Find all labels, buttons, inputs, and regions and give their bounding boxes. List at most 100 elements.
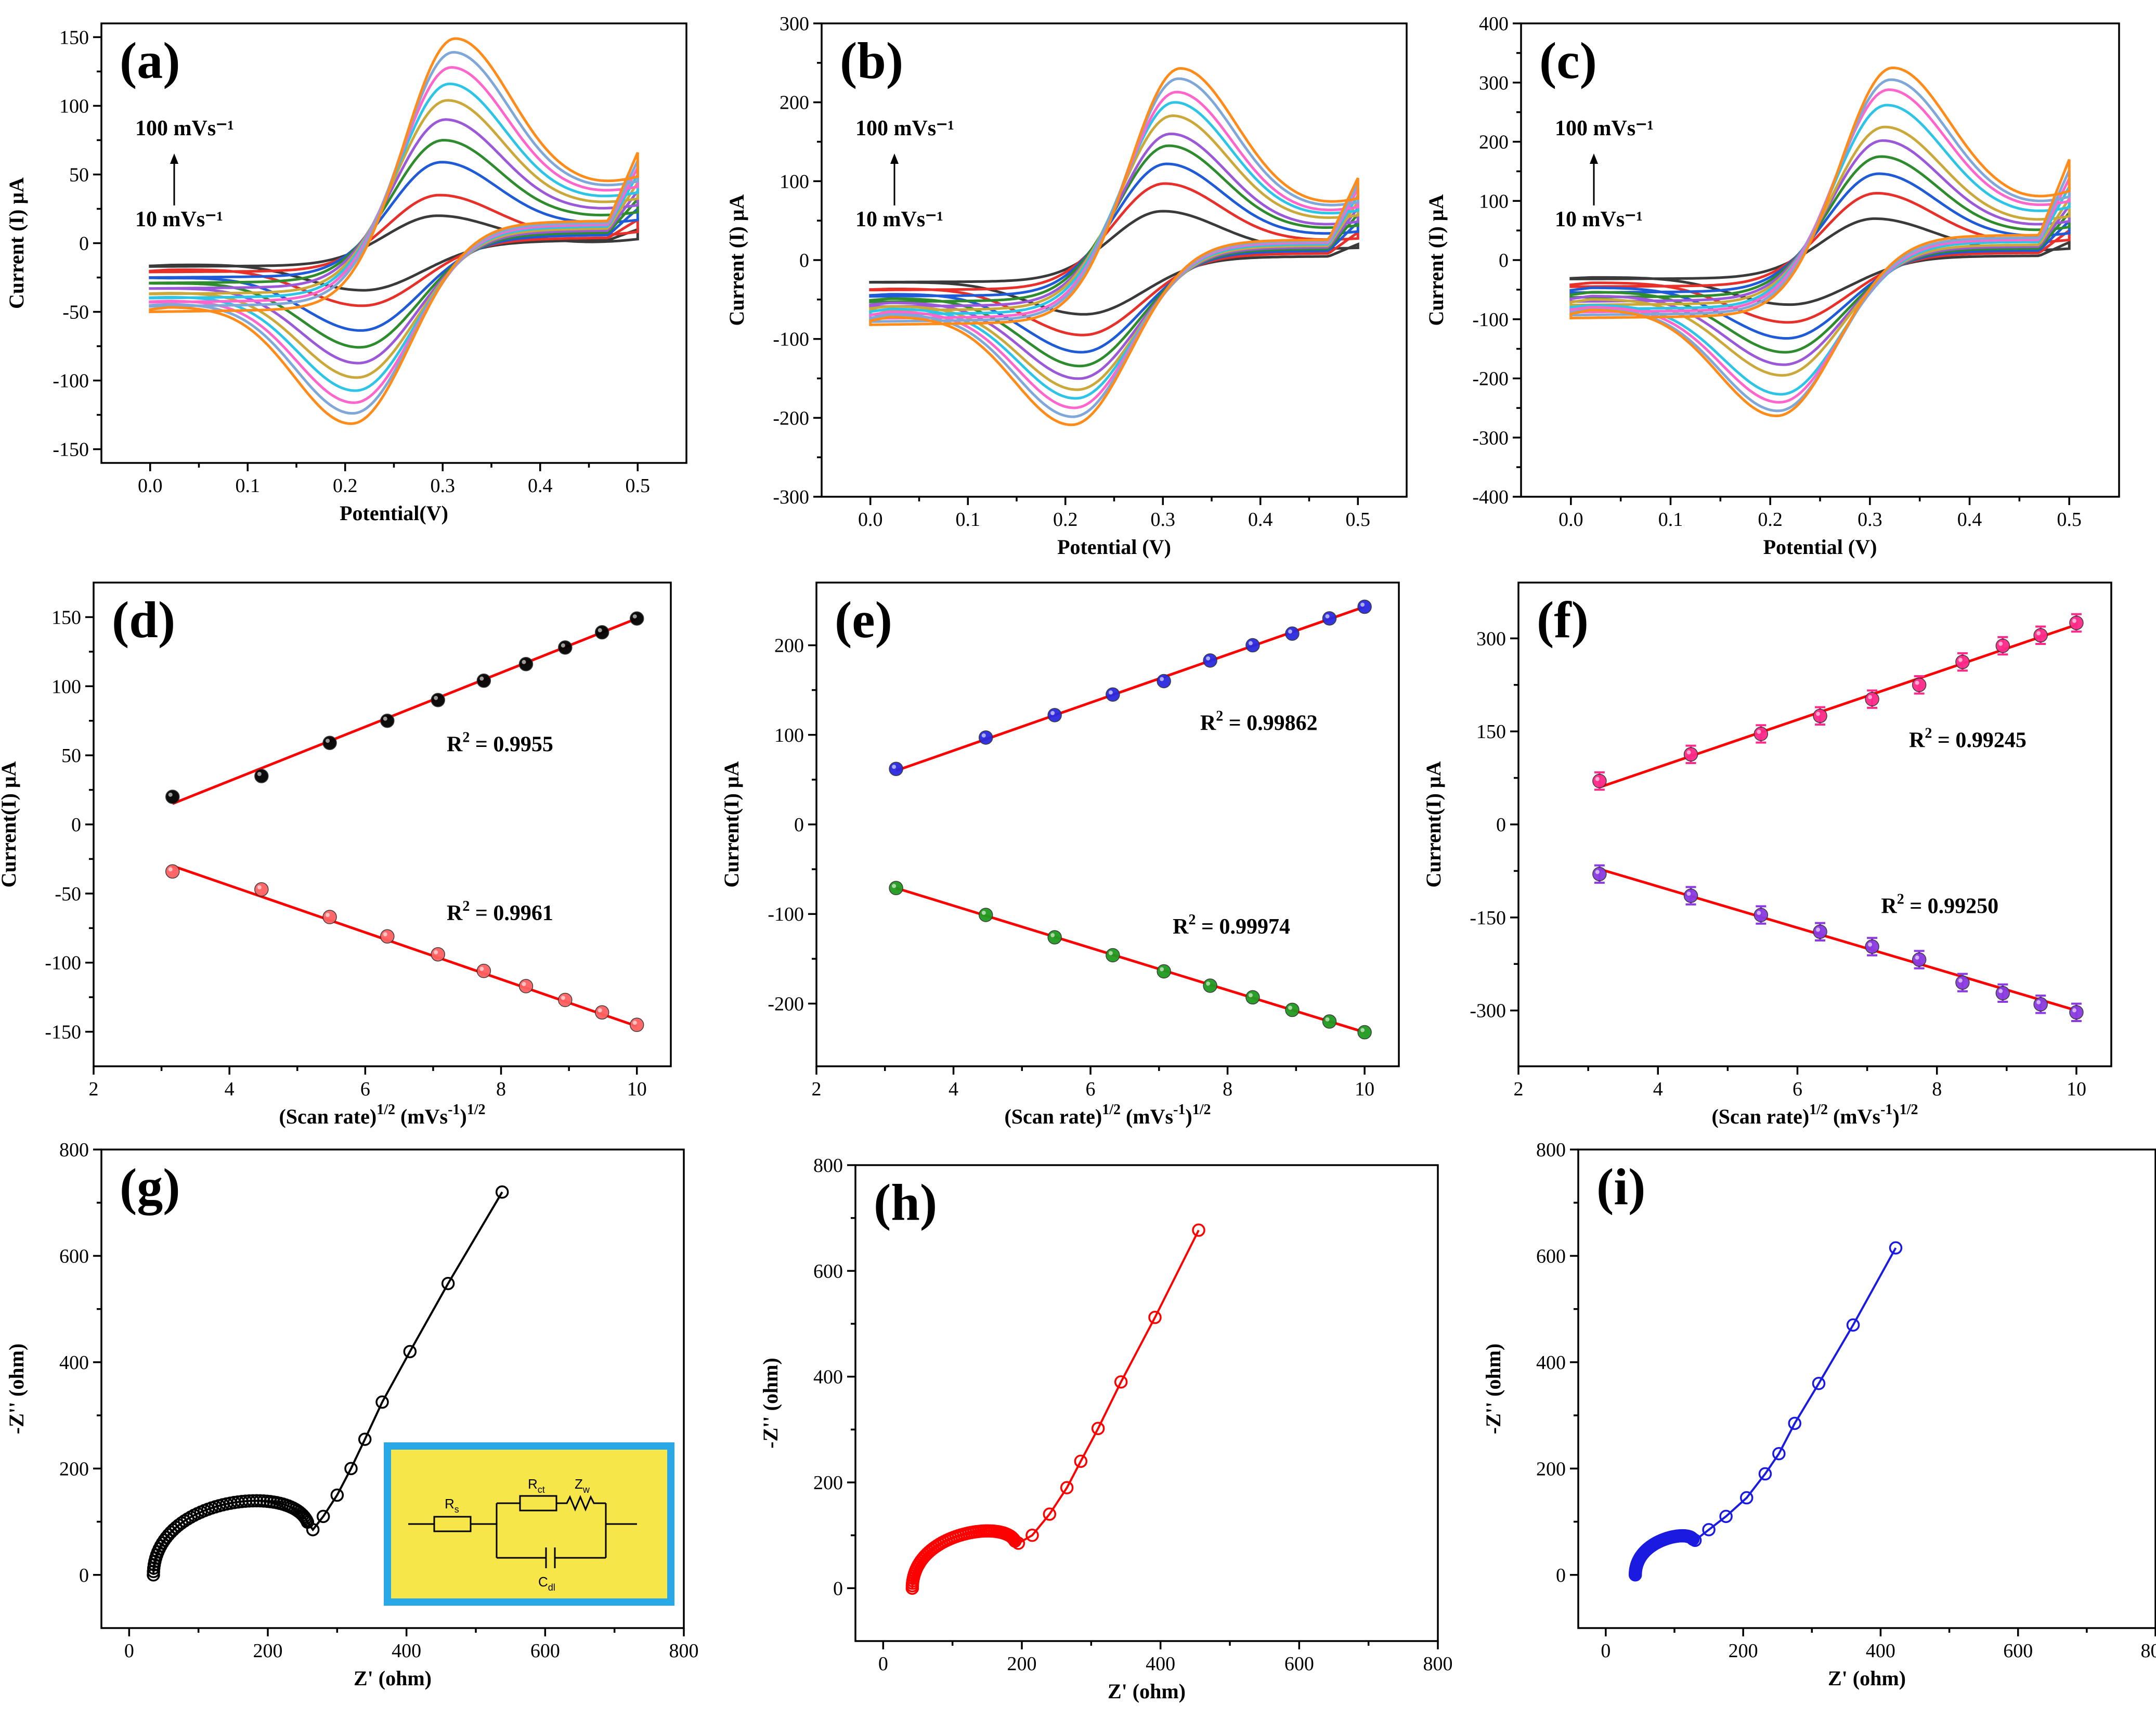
data-point: [629, 611, 644, 626]
text-span: -1: [1173, 1102, 1185, 1118]
x-axis-title: Potential (V): [1763, 535, 1877, 559]
x-tick-label: 0: [1601, 1640, 1610, 1662]
y-tick-label: -100: [45, 952, 81, 974]
r-squared-label: R2 = 0.99862: [1200, 708, 1318, 735]
x-tick-label: 4: [949, 1078, 958, 1100]
panel-label: (i): [1596, 1158, 1645, 1216]
nyquist-point: [330, 1488, 344, 1502]
y-tick-label: 600: [813, 1260, 843, 1282]
y-tick-label: -150: [53, 439, 89, 461]
data-point-highlight: [892, 765, 897, 769]
panel-label: (c): [1539, 32, 1597, 89]
panel-label: (f): [1537, 591, 1589, 649]
data-point-highlight: [168, 867, 173, 872]
r-squared-label: R2 = 0.9961: [447, 898, 553, 925]
data-point: [1995, 638, 2010, 653]
x-axis-title: (Scan rate)1/2 (mVs-1)1/2: [1004, 1102, 1211, 1128]
data-point: [558, 992, 573, 1008]
y-tick-label: -300: [1470, 1000, 1506, 1022]
x-tick-label: 0.4: [1957, 509, 1982, 531]
panel-label: (a): [120, 32, 180, 89]
y-tick-label: 400: [813, 1366, 843, 1388]
nyquist-point: [1758, 1467, 1772, 1481]
y-axis-title: Current (I) μA: [5, 177, 28, 309]
data-point-highlight: [479, 676, 484, 681]
data-point: [1955, 654, 1970, 669]
scan-rate-low-label: 10 mVs⁻¹: [1555, 208, 1643, 231]
data-point-highlight: [434, 950, 438, 954]
data-point: [380, 929, 395, 944]
y-tick-label: 300: [780, 13, 809, 35]
arrow-head: [170, 153, 178, 164]
data-point: [1912, 677, 1927, 692]
rct-label: Rct: [528, 1476, 545, 1495]
text-span: 2: [1897, 891, 1904, 907]
y-tick-label: 600: [59, 1245, 89, 1267]
cv-curve: [149, 37, 639, 425]
y-tick-label: 50: [69, 164, 89, 186]
panel-c: 0.0 0.1 0.2 0.3 0.4 0.5 -400 -300 -200 -100 0 100 20…: [1424, 13, 2120, 559]
x-tick-label: 0.0: [858, 509, 883, 531]
cv-curve: [869, 67, 1359, 427]
plot-frame: [1520, 22, 2120, 498]
x-axis-title: Z' (ohm): [1828, 1667, 1906, 1690]
data-point-highlight: [1050, 711, 1055, 715]
data-point: [889, 761, 903, 776]
text-span: C: [538, 1574, 548, 1590]
cv-curve: [1569, 217, 2071, 306]
y-axis-title: Current (I) μA: [725, 194, 748, 326]
data-point: [1912, 952, 1927, 967]
x-tick-label: 600: [530, 1640, 560, 1662]
data-point-highlight: [892, 884, 897, 888]
nyquist-point: [1148, 1311, 1162, 1324]
text-span: 2: [462, 729, 470, 745]
data-point: [594, 1005, 609, 1020]
x-tick-label: 800: [2141, 1640, 2156, 1662]
r-squared-label: R2 = 0.99245: [1909, 726, 2027, 753]
x-tick-label: 0.1: [956, 509, 981, 531]
text-span: = 0.9961: [470, 901, 553, 925]
x-tick-label: 10: [627, 1078, 647, 1100]
text-span: -1: [1880, 1102, 1892, 1118]
data-point-highlight: [1915, 955, 1919, 960]
data-point-highlight: [561, 643, 565, 648]
data-point: [1865, 939, 1879, 954]
y-tick-label: 0: [794, 814, 804, 836]
text-span: -1: [448, 1102, 460, 1118]
panel-i: 0 200 400 600 800 0 200 400 600 800 (i) Z' (ohm) -Z'…: [1482, 1139, 2156, 1690]
data-point-highlight: [1595, 870, 1600, 874]
data-point-highlight: [1686, 750, 1691, 755]
data-point-highlight: [981, 733, 986, 738]
y-tick-label: 150: [59, 27, 89, 48]
zw-element: [556, 1495, 606, 1512]
data-point: [594, 625, 609, 640]
x-tick-label: 200: [253, 1640, 283, 1662]
y-tick-label: 0: [799, 250, 809, 272]
data-point: [1683, 888, 1698, 903]
y-axis-title: -Z'' (ohm): [1482, 1344, 1505, 1434]
y-tick-label: -300: [773, 486, 809, 508]
y-tick-label: 0: [79, 233, 89, 255]
x-axis-title: Z' (ohm): [1108, 1680, 1186, 1703]
nyquist-point: [495, 1185, 509, 1199]
data-point: [1285, 1002, 1300, 1017]
x-tick-label: 600: [1284, 1653, 1314, 1675]
data-point: [2069, 1005, 2084, 1020]
data-point-highlight: [1108, 690, 1113, 695]
data-point: [889, 881, 903, 896]
data-point-highlight: [1206, 982, 1211, 986]
nyquist-point: [1846, 1318, 1860, 1332]
text-span: R: [1909, 729, 1925, 753]
text-span: = 0.99974: [1196, 915, 1290, 939]
data-point: [1865, 692, 1879, 706]
data-point-highlight: [1160, 967, 1164, 972]
data-point: [1245, 990, 1260, 1005]
data-point: [431, 693, 445, 707]
y-tick-label: 150: [51, 606, 81, 628]
x-tick-label: 0.3: [1858, 509, 1882, 531]
data-point-highlight: [598, 1008, 602, 1013]
x-tick-label: 200: [1729, 1640, 1758, 1662]
x-tick-label: 0.3: [1151, 509, 1176, 531]
data-point-highlight: [434, 695, 438, 700]
